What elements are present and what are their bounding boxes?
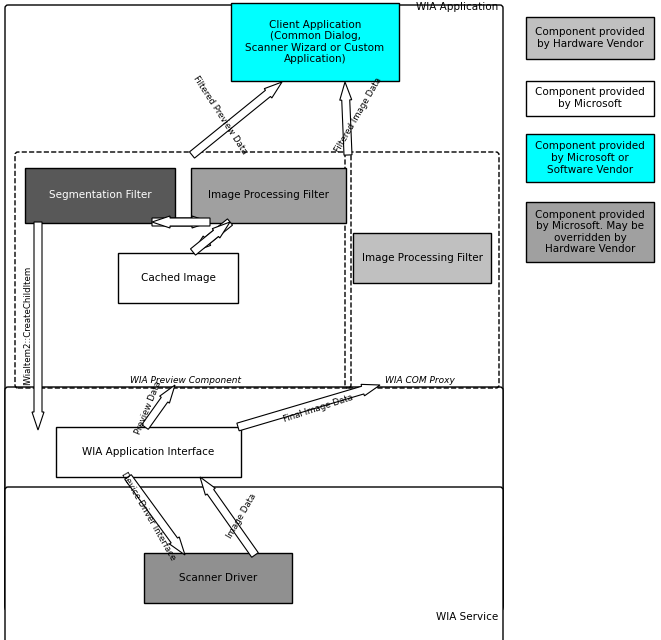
FancyArrow shape (152, 216, 210, 228)
FancyBboxPatch shape (144, 553, 292, 603)
FancyBboxPatch shape (56, 427, 241, 477)
FancyArrow shape (152, 216, 210, 228)
FancyBboxPatch shape (353, 233, 491, 283)
FancyArrow shape (340, 82, 352, 155)
Text: Final Image Data: Final Image Data (282, 392, 354, 424)
Text: Client Application
(Common Dialog,
Scanner Wizard or Custom
Application): Client Application (Common Dialog, Scann… (245, 20, 385, 65)
Text: Preview Data: Preview Data (134, 380, 163, 436)
FancyBboxPatch shape (25, 168, 175, 223)
Text: WIA Service: WIA Service (436, 612, 498, 622)
FancyBboxPatch shape (526, 81, 654, 115)
Text: Device Driver Interface: Device Driver Interface (119, 470, 177, 562)
Text: Component provided
by Microsoft or
Software Vendor: Component provided by Microsoft or Softw… (535, 141, 645, 175)
Text: Filtered Preview Data: Filtered Preview Data (191, 74, 249, 156)
FancyBboxPatch shape (231, 3, 399, 81)
Text: Filtered Image Data: Filtered Image Data (333, 76, 383, 154)
FancyArrow shape (193, 219, 233, 252)
FancyArrow shape (200, 477, 258, 557)
Text: Image Data: Image Data (225, 492, 258, 540)
Text: WIA Preview Component: WIA Preview Component (130, 376, 241, 385)
Text: Image Processing Filter: Image Processing Filter (362, 253, 483, 263)
Text: Cached Image: Cached Image (141, 273, 215, 283)
FancyBboxPatch shape (526, 202, 654, 262)
FancyBboxPatch shape (5, 5, 503, 611)
FancyBboxPatch shape (5, 487, 503, 640)
FancyBboxPatch shape (118, 253, 238, 303)
FancyArrow shape (141, 385, 175, 429)
FancyBboxPatch shape (5, 387, 503, 541)
FancyArrow shape (32, 222, 44, 430)
FancyBboxPatch shape (5, 535, 503, 609)
Text: Component provided
by Hardware Vendor: Component provided by Hardware Vendor (535, 27, 645, 49)
FancyBboxPatch shape (526, 134, 654, 182)
FancyArrow shape (190, 222, 230, 255)
Text: WIA Application Interface: WIA Application Interface (82, 447, 214, 457)
Text: WIA COM Proxy: WIA COM Proxy (385, 376, 455, 385)
Text: Segmentation Filter: Segmentation Filter (49, 190, 151, 200)
FancyBboxPatch shape (526, 17, 654, 59)
Text: IWiaItem2::CreateChildItem: IWiaItem2::CreateChildItem (24, 266, 32, 385)
Text: Component provided
by Microsoft: Component provided by Microsoft (535, 87, 645, 109)
FancyBboxPatch shape (190, 168, 346, 223)
Text: WIA Application: WIA Application (416, 2, 498, 12)
Text: Scanner Driver: Scanner Driver (179, 573, 257, 583)
FancyArrow shape (190, 82, 282, 158)
FancyArrow shape (237, 385, 380, 431)
Text: Image Processing Filter: Image Processing Filter (208, 190, 329, 200)
FancyArrow shape (125, 475, 185, 555)
Text: Component provided
by Microsoft. May be
overridden by
Hardware Vendor: Component provided by Microsoft. May be … (535, 210, 645, 254)
